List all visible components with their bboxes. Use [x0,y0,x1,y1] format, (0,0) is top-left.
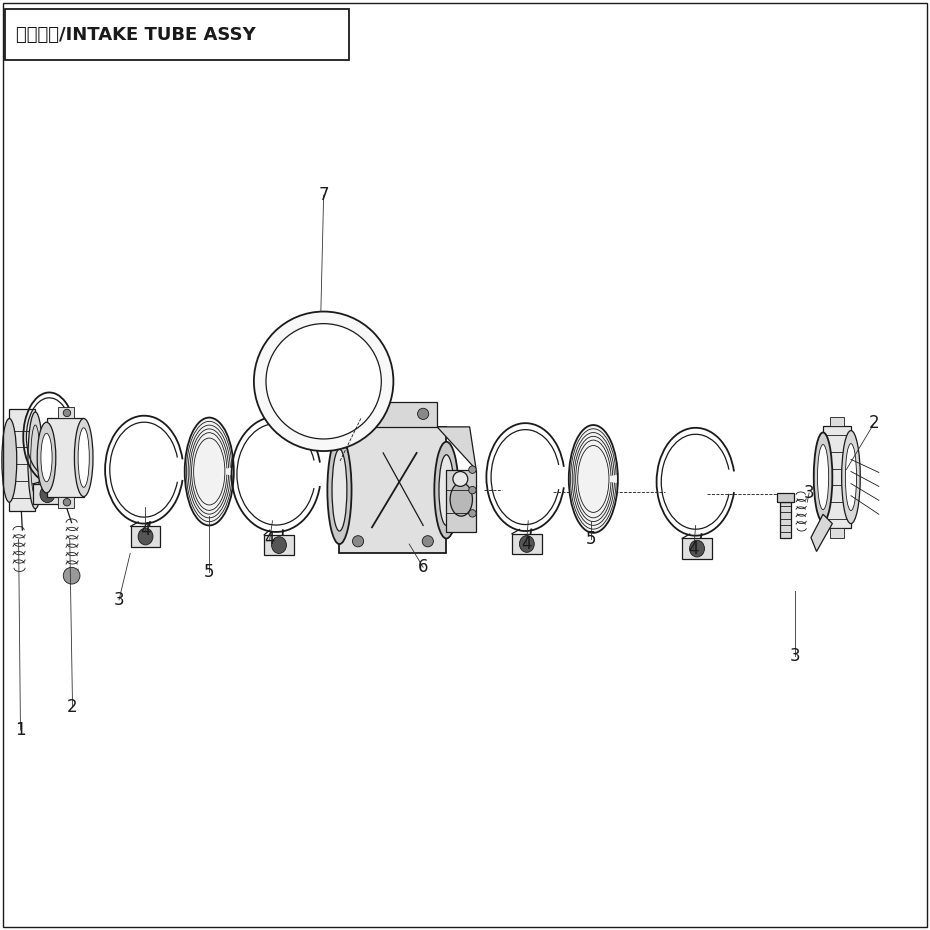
Bar [264,535,294,555]
Ellipse shape [362,408,373,419]
Bar [130,526,160,547]
Text: 7: 7 [318,186,329,205]
Ellipse shape [78,428,89,487]
Polygon shape [777,493,794,502]
Ellipse shape [434,442,458,538]
Ellipse shape [817,445,829,510]
Bar [5,9,349,60]
Polygon shape [437,427,476,470]
Ellipse shape [138,528,153,545]
Text: 4: 4 [140,521,151,539]
Ellipse shape [352,536,364,547]
Ellipse shape [845,444,857,511]
Text: 3: 3 [790,646,801,665]
Polygon shape [830,528,844,538]
Text: 2: 2 [869,414,880,432]
Text: 进气管组/INTAKE TUBE ASSY: 进气管组/INTAKE TUBE ASSY [16,26,256,44]
Ellipse shape [453,472,468,486]
Ellipse shape [327,436,352,544]
Polygon shape [9,409,35,512]
Polygon shape [811,514,832,551]
Ellipse shape [272,537,286,553]
Text: 3: 3 [804,484,815,502]
Polygon shape [349,402,437,427]
Ellipse shape [418,408,429,419]
Bar [682,538,711,559]
Polygon shape [446,470,476,532]
Ellipse shape [422,536,433,547]
Ellipse shape [185,418,233,525]
Polygon shape [58,407,74,418]
Ellipse shape [40,485,55,502]
Polygon shape [58,497,74,508]
Ellipse shape [439,455,454,525]
Ellipse shape [332,449,347,531]
Ellipse shape [266,324,381,439]
Polygon shape [780,502,791,538]
Ellipse shape [469,486,476,494]
Bar [33,484,62,504]
Ellipse shape [37,422,56,493]
Ellipse shape [254,312,393,451]
Ellipse shape [74,418,93,497]
Ellipse shape [63,498,71,506]
Text: 4: 4 [521,535,532,553]
Polygon shape [339,427,446,553]
Polygon shape [830,417,844,426]
Text: 5: 5 [204,563,215,581]
Bar [512,534,541,554]
Ellipse shape [63,567,80,584]
Polygon shape [46,418,84,497]
Ellipse shape [519,536,534,552]
Text: 6: 6 [418,558,429,577]
Ellipse shape [469,466,476,473]
Ellipse shape [28,412,43,509]
Text: 2: 2 [67,698,78,716]
Ellipse shape [814,432,832,522]
Polygon shape [823,426,851,528]
Ellipse shape [689,540,705,557]
Ellipse shape [2,418,17,502]
Ellipse shape [63,409,71,417]
Text: 5: 5 [586,530,597,549]
Text: 4: 4 [264,530,275,549]
Text: 3: 3 [113,591,125,609]
Ellipse shape [41,433,52,482]
Ellipse shape [569,425,618,533]
Text: 4: 4 [688,539,699,558]
Ellipse shape [469,510,476,517]
Ellipse shape [450,483,472,516]
Ellipse shape [842,431,860,524]
Text: 1: 1 [15,721,26,739]
